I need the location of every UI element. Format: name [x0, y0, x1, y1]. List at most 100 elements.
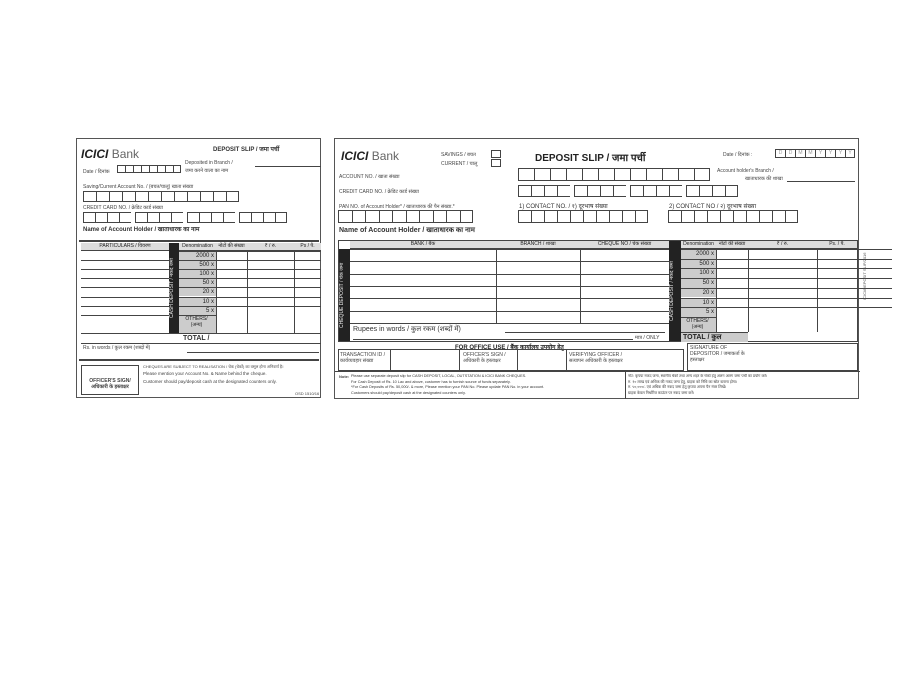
digit-box[interactable] — [600, 185, 613, 197]
digit-box[interactable] — [239, 212, 251, 223]
digit-box[interactable] — [432, 210, 446, 223]
digit-box[interactable] — [557, 210, 570, 223]
date-field[interactable] — [117, 165, 181, 173]
date-box[interactable]: Y — [845, 149, 855, 158]
digit-box[interactable] — [351, 210, 365, 223]
digit-box[interactable] — [83, 212, 95, 223]
digit-box[interactable] — [518, 168, 534, 181]
digit-box[interactable] — [785, 210, 798, 223]
particulars-row[interactable] — [81, 287, 169, 289]
digit-box[interactable] — [669, 185, 682, 197]
digit-box[interactable] — [544, 185, 557, 197]
digit-box[interactable] — [582, 168, 598, 181]
particulars-row[interactable] — [81, 305, 169, 307]
digit-box[interactable] — [405, 210, 419, 223]
credit-card-field[interactable] — [83, 212, 287, 223]
digit-box[interactable] — [338, 210, 352, 223]
digit-box[interactable] — [211, 212, 223, 223]
digit-box[interactable] — [694, 210, 707, 223]
digit-box[interactable] — [587, 185, 600, 197]
particulars-row[interactable] — [81, 269, 169, 271]
digit-box[interactable] — [226, 191, 239, 202]
digit-box[interactable] — [566, 168, 582, 181]
digit-box[interactable] — [707, 210, 720, 223]
digit-box[interactable] — [200, 191, 213, 202]
digit-box[interactable] — [159, 212, 171, 223]
digit-box[interactable] — [772, 210, 785, 223]
cheque-row[interactable] — [350, 261, 669, 263]
digit-box[interactable] — [720, 210, 733, 223]
digit-box[interactable] — [613, 185, 626, 197]
digit-box[interactable] — [596, 210, 609, 223]
digit-box[interactable] — [614, 168, 630, 181]
contact1-field[interactable] — [518, 210, 648, 223]
digit-box[interactable] — [83, 191, 96, 202]
digit-box[interactable] — [550, 168, 566, 181]
digit-box[interactable] — [365, 210, 379, 223]
digit-box[interactable] — [635, 210, 648, 223]
officer-sign-box[interactable]: OFFICER'S SIGN/ अधिकारी के हस्ताक्षर — [81, 365, 139, 395]
digit-box[interactable] — [187, 191, 200, 202]
digit-box[interactable] — [392, 210, 406, 223]
particulars-row[interactable] — [81, 278, 169, 280]
digit-box[interactable] — [531, 210, 544, 223]
digit-box[interactable] — [574, 185, 587, 197]
digit-box[interactable] — [187, 212, 199, 223]
digit-box[interactable] — [157, 165, 165, 173]
digit-box[interactable] — [622, 210, 635, 223]
particulars-row[interactable] — [81, 314, 169, 316]
digit-box[interactable] — [165, 165, 173, 173]
digit-box[interactable] — [630, 168, 646, 181]
particulars-row[interactable] — [81, 260, 169, 262]
digit-box[interactable] — [712, 185, 725, 197]
digit-box[interactable] — [583, 210, 596, 223]
date-box[interactable]: M — [795, 149, 805, 158]
digit-box[interactable] — [681, 210, 694, 223]
digit-box[interactable] — [251, 212, 263, 223]
savings-checkbox[interactable] — [491, 150, 501, 158]
digit-box[interactable] — [141, 165, 149, 173]
digit-box[interactable] — [518, 185, 531, 197]
date-box[interactable]: Y — [835, 149, 845, 158]
digit-box[interactable] — [678, 168, 694, 181]
digit-box[interactable] — [119, 212, 131, 223]
digit-box[interactable] — [95, 212, 107, 223]
digit-box[interactable] — [149, 165, 157, 173]
digit-box[interactable] — [609, 210, 622, 223]
date-box[interactable]: D — [775, 149, 785, 158]
digit-box[interactable] — [125, 165, 133, 173]
pan-field[interactable] — [338, 210, 473, 223]
cheque-row[interactable] — [350, 310, 669, 312]
words-line-2[interactable] — [353, 339, 633, 340]
particulars-row[interactable] — [81, 296, 169, 298]
branch-line[interactable] — [255, 166, 321, 167]
digit-box[interactable] — [725, 185, 738, 197]
cheque-row[interactable] — [350, 298, 669, 300]
digit-box[interactable] — [135, 191, 148, 202]
digit-box[interactable] — [161, 191, 174, 202]
digit-box[interactable] — [117, 165, 125, 173]
account-number-field[interactable] — [83, 191, 239, 202]
officer-sign-field[interactable] — [517, 349, 567, 371]
cheque-row[interactable] — [350, 273, 669, 275]
digit-box[interactable] — [419, 210, 433, 223]
date-box[interactable]: Y — [825, 149, 835, 158]
digit-box[interactable] — [107, 212, 119, 223]
digit-box[interactable] — [630, 185, 643, 197]
cheque-row[interactable] — [350, 249, 669, 250]
digit-box[interactable] — [643, 185, 656, 197]
digit-box[interactable] — [133, 165, 141, 173]
digit-box[interactable] — [122, 191, 135, 202]
digit-box[interactable] — [699, 185, 712, 197]
digit-box[interactable] — [570, 210, 583, 223]
digit-box[interactable] — [662, 168, 678, 181]
digit-box[interactable] — [135, 212, 147, 223]
digit-box[interactable] — [213, 191, 226, 202]
digit-box[interactable] — [534, 168, 550, 181]
digit-box[interactable] — [147, 212, 159, 223]
current-checkbox[interactable] — [491, 159, 501, 167]
transaction-id-field[interactable] — [390, 349, 460, 371]
digit-box[interactable] — [531, 185, 544, 197]
digit-box[interactable] — [223, 212, 235, 223]
